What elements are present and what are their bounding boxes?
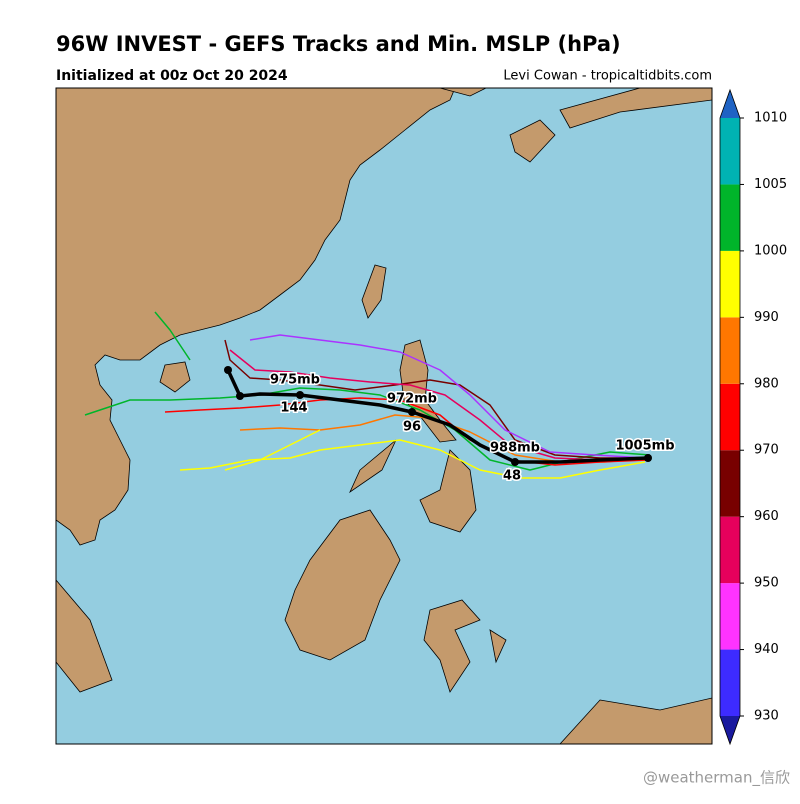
- track-point: [511, 458, 519, 466]
- land: [399, 339, 457, 443]
- track-point: [236, 392, 244, 400]
- annotation: 988mb: [490, 441, 540, 456]
- track-point: [408, 408, 416, 416]
- annotation: 972mb: [387, 392, 437, 407]
- colorbar-label: 1005: [754, 177, 787, 192]
- colorbar-segment: [720, 118, 740, 185]
- land: [159, 361, 191, 393]
- land: [56, 579, 113, 693]
- land: [56, 88, 456, 546]
- track: [164, 397, 649, 466]
- track: [229, 349, 649, 461]
- track-point: [296, 391, 304, 399]
- map-frame: [55, 87, 713, 745]
- colorbar-label: 970: [754, 443, 779, 458]
- colorbar-segment: [720, 383, 740, 451]
- colorbar-under: [720, 716, 740, 744]
- colorbar-label: 940: [754, 642, 779, 657]
- land: [423, 599, 481, 693]
- colorbar-label: 930: [754, 709, 779, 724]
- track: [154, 311, 191, 361]
- colorbar-label: 1010: [754, 111, 787, 126]
- credit: Levi Cowan - tropicaltidbits.com: [503, 69, 712, 84]
- annotation: 1005mb: [615, 439, 674, 454]
- annotations: 975mb 972mb 988mb 1005mb 144 96 48: [269, 371, 677, 485]
- annotation: 975mb: [270, 373, 320, 388]
- colorbar-label: 1000: [754, 243, 787, 258]
- land: [361, 264, 387, 319]
- colorbar-over: [720, 90, 740, 118]
- land: [559, 88, 712, 129]
- colorbar: 930 940 950 960 970 980 990 1000 1005 1010: [719, 88, 787, 746]
- colorbar-segment: [720, 516, 740, 584]
- land: [284, 509, 401, 661]
- annotation: 48: [503, 469, 521, 484]
- land: [559, 697, 712, 744]
- ensemble-tracks: [84, 311, 651, 479]
- colorbar-label: 950: [754, 576, 779, 591]
- colorbar-segment: [720, 250, 740, 318]
- track: [249, 334, 649, 459]
- watermark: @weatherman_信欣: [643, 769, 790, 788]
- land: [439, 88, 487, 97]
- annotation: 144: [280, 401, 307, 416]
- land: [489, 629, 507, 664]
- colorbar-label: 990: [754, 310, 779, 325]
- land: [349, 439, 397, 494]
- track: [224, 339, 648, 459]
- land: [419, 449, 477, 533]
- track: [179, 439, 646, 479]
- colorbar-segment: [720, 450, 740, 517]
- title: 96W INVEST - GEFS Tracks and Min. MSLP (…: [56, 32, 621, 56]
- mean-track-points: [224, 366, 652, 466]
- track: [224, 429, 321, 471]
- annotation: 96: [403, 420, 421, 435]
- land: [509, 119, 556, 163]
- colorbar-segment: [720, 184, 740, 251]
- colorbar-segment: [720, 317, 740, 384]
- colorbar-segment: [720, 649, 740, 716]
- track-point: [224, 366, 232, 374]
- map: 975mb 972mb 988mb 1005mb 144 96 48: [56, 88, 712, 744]
- track-point: [644, 454, 652, 462]
- subtitle: Initialized at 00z Oct 20 2024: [56, 68, 288, 84]
- colorbar-label: 980: [754, 376, 779, 391]
- colorbar-label: 960: [754, 509, 779, 524]
- colorbar-segment: [720, 583, 740, 650]
